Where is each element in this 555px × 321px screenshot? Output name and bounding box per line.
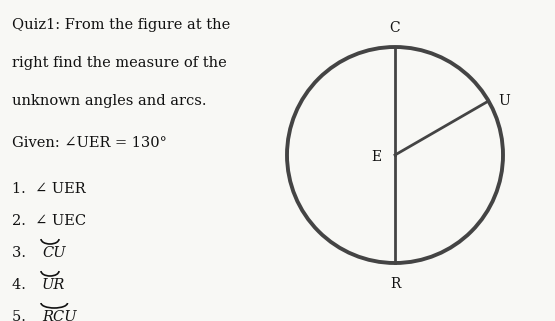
Text: 2.  ∠ UEC: 2. ∠ UEC (12, 214, 86, 228)
Text: 4.: 4. (12, 278, 35, 292)
Text: R: R (390, 277, 400, 291)
Text: Given: ∠UER = 130°: Given: ∠UER = 130° (12, 136, 167, 150)
Text: 1.  ∠ UER: 1. ∠ UER (12, 182, 85, 196)
Text: RCU: RCU (42, 310, 77, 321)
Text: CU: CU (42, 246, 65, 260)
Text: unknown angles and arcs.: unknown angles and arcs. (12, 94, 206, 108)
Text: E: E (371, 150, 381, 164)
Text: C: C (390, 21, 400, 35)
Text: 3.: 3. (12, 246, 36, 260)
Text: U: U (498, 94, 510, 108)
Text: 5.: 5. (12, 310, 35, 321)
Text: right find the measure of the: right find the measure of the (12, 56, 227, 70)
Text: Quiz1: From the figure at the: Quiz1: From the figure at the (12, 18, 230, 32)
Text: UR: UR (42, 278, 65, 292)
